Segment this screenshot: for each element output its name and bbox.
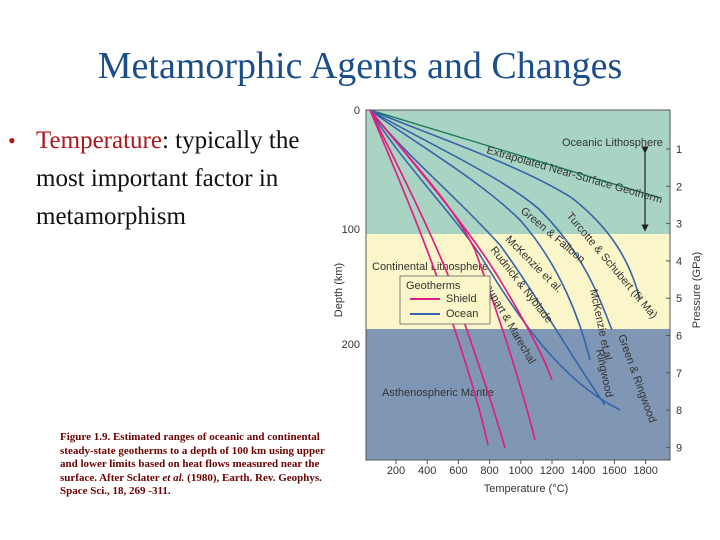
x-tick-label: 1200: [540, 465, 564, 477]
y2-tick-label: 4: [676, 256, 682, 268]
y-tick-label: 200: [342, 339, 360, 351]
x-axis-title: Temperature (°C): [484, 483, 568, 495]
x-tick-label: 1600: [602, 465, 626, 477]
caption-body: Estimated ranges of oceanic and continen…: [60, 431, 325, 484]
ocean-geotherm-4: [369, 109, 606, 406]
shield-geotherm-4: [369, 109, 553, 381]
y-tick-label: 0: [354, 105, 360, 117]
oceanic-lithosphere-zone: [366, 110, 670, 234]
x-tick-label: 400: [418, 465, 436, 477]
caption-tail: (1980), Earth. Rev. Geophys. Space Sci.,…: [60, 471, 322, 498]
y2-tick-label: 2: [676, 181, 682, 193]
y2-tick-label: 7: [676, 368, 682, 380]
ocean-geotherm-1: [369, 109, 641, 301]
oceanic-zone-label: Oceanic Lithosphere: [562, 137, 663, 149]
y2-tick-label: 8: [676, 405, 682, 417]
y2-axis-title: Pressure (GPa): [691, 252, 703, 328]
continental-zone-label: Continental Lithosphere: [372, 261, 488, 273]
x-tick-label: 600: [449, 465, 467, 477]
y2-tick-label: 6: [676, 331, 682, 343]
y2-tick-label: 3: [676, 219, 682, 231]
x-tick-label: 1400: [571, 465, 595, 477]
bullet-text: Temperature: typically the most importan…: [36, 122, 336, 236]
x-tick-label: 800: [480, 465, 498, 477]
figure-caption: Figure 1.9. Estimated ranges of oceanic …: [60, 431, 328, 499]
legend-shield-label: Shield: [446, 293, 477, 305]
slide-title: Metamorphic Agents and Changes: [97, 45, 623, 87]
y-axis-title: Depth (km): [333, 263, 345, 317]
x-tick-label: 1800: [633, 465, 657, 477]
extrapolated-geotherm-line: [369, 109, 661, 199]
x-tick-label: 200: [387, 465, 405, 477]
y2-tick-label: 9: [676, 442, 682, 454]
bullet-dot-icon: •: [8, 128, 16, 153]
mantle-zone-label: Asthenospheric Mantle: [382, 387, 494, 399]
plot-frame: [365, 109, 671, 461]
ocean-geotherm-3: [369, 109, 591, 361]
caption-lead: Figure 1.9.: [60, 431, 111, 443]
legend-ocean-label: Ocean: [446, 308, 478, 320]
ocean-geotherm-2: [369, 109, 613, 331]
ocean-geotherm-5: [369, 109, 621, 411]
caption-etal: et al.: [159, 471, 185, 484]
x-tick-label: 1000: [509, 465, 533, 477]
bullet-rest: : typically the most important factor in…: [36, 127, 300, 230]
y2-tick-label: 1: [676, 144, 682, 156]
asthenospheric-mantle-zone: [366, 329, 670, 460]
y2-tick-label: 5: [676, 293, 682, 305]
bullet-term: Temperature: [36, 127, 162, 154]
y-tick-label: 100: [342, 224, 360, 236]
legend-title: Geotherms: [406, 280, 461, 292]
